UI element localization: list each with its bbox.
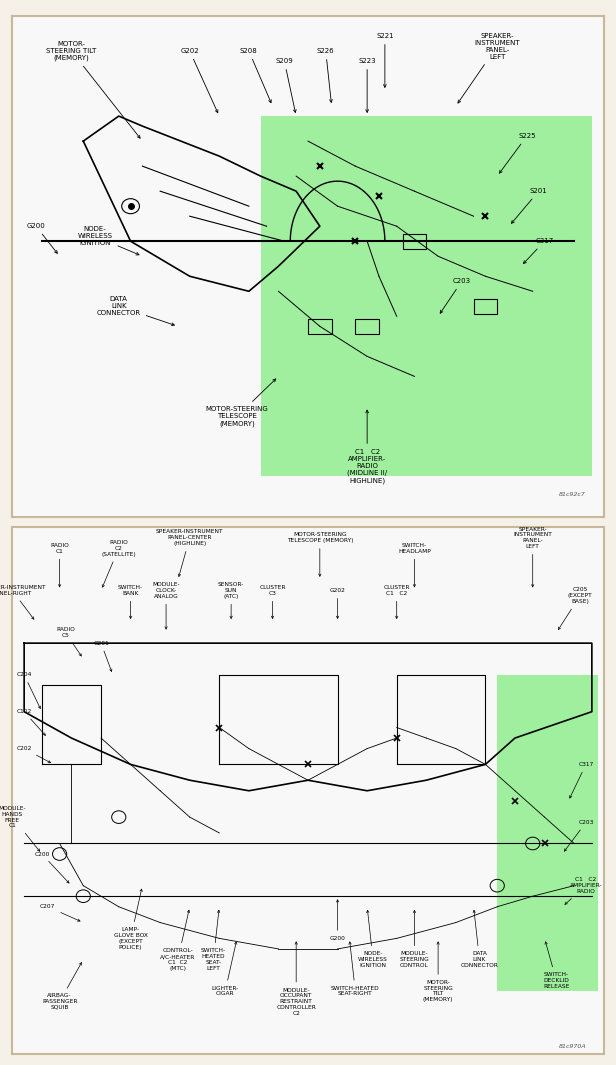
- Text: C202: C202: [17, 747, 51, 763]
- Text: LAMP-
GLOVE BOX
(EXCEPT
POLICE): LAMP- GLOVE BOX (EXCEPT POLICE): [114, 889, 147, 950]
- Text: MODULE-
OCCUPANT
RESTRAINT
CONTROLLER
C2: MODULE- OCCUPANT RESTRAINT CONTROLLER C2: [276, 941, 316, 1016]
- Text: G200: G200: [26, 224, 57, 253]
- Text: S226: S226: [317, 48, 334, 102]
- Bar: [355, 318, 379, 333]
- Text: C205
(EXCEPT
BASE): C205 (EXCEPT BASE): [558, 588, 593, 629]
- Text: G201: G201: [93, 641, 112, 671]
- Text: DATA
LINK
CONNECTOR: DATA LINK CONNECTOR: [461, 911, 498, 968]
- Text: SWITCH-
DECKLID
RELEASE: SWITCH- DECKLID RELEASE: [543, 941, 570, 988]
- Text: C207: C207: [40, 904, 80, 921]
- Text: CLUSTER
C3: CLUSTER C3: [259, 585, 286, 619]
- Text: S208: S208: [240, 48, 271, 102]
- Text: SENSOR-
SUN
(ATC): SENSOR- SUN (ATC): [218, 583, 245, 619]
- Text: NODE-
WIRELESS
IGNITION: NODE- WIRELESS IGNITION: [358, 911, 388, 968]
- Text: CLUSTER
C1   C2: CLUSTER C1 C2: [383, 585, 410, 619]
- Text: SPEAKER-
INSTRUMENT
PANEL-
LEFT: SPEAKER- INSTRUMENT PANEL- LEFT: [458, 33, 520, 103]
- Text: S223: S223: [359, 58, 376, 113]
- Text: DATA
LINK
CONNECTOR: DATA LINK CONNECTOR: [97, 296, 174, 326]
- Text: C200: C200: [34, 852, 69, 883]
- Bar: [497, 675, 598, 992]
- Text: MODULE-
STEERING
CONTROL: MODULE- STEERING CONTROL: [400, 911, 429, 968]
- Text: SWITCH-HEATED
SEAT-RIGHT: SWITCH-HEATED SEAT-RIGHT: [331, 941, 379, 997]
- Text: SPEAKER-INSTRUMENT
PANEL-CENTER
(HIGHLINE): SPEAKER-INSTRUMENT PANEL-CENTER (HIGHLIN…: [156, 529, 224, 576]
- Text: MOTOR-STEERING
TELESCOPE (MEMORY): MOTOR-STEERING TELESCOPE (MEMORY): [286, 532, 353, 576]
- Text: 81c970A: 81c970A: [558, 1044, 586, 1049]
- Bar: [474, 299, 497, 314]
- Text: SWITCH-
HEATED
SEAT-
LEFT: SWITCH- HEATED SEAT- LEFT: [201, 911, 226, 970]
- Text: RADIO
C5: RADIO C5: [56, 627, 81, 656]
- Text: C102: C102: [17, 709, 46, 736]
- Text: MODULE-
CLOCK-
ANALOG: MODULE- CLOCK- ANALOG: [152, 583, 180, 629]
- Bar: [308, 318, 331, 333]
- Text: SWITCH-
BANK: SWITCH- BANK: [118, 585, 143, 619]
- Text: STEERING COLUMN (LHD): STEERING COLUMN (LHD): [229, 541, 387, 552]
- Text: LIGHTER-
CIGAR: LIGHTER- CIGAR: [211, 941, 239, 997]
- Text: SPEAKER-
INSTRUMENT
PANEL-
LEFT: SPEAKER- INSTRUMENT PANEL- LEFT: [513, 526, 552, 587]
- Text: G200: G200: [330, 900, 346, 940]
- Bar: [403, 233, 426, 249]
- Text: NODE-
WIRELESS
IGNITION: NODE- WIRELESS IGNITION: [78, 226, 139, 255]
- Text: C317: C317: [570, 761, 594, 798]
- Text: AIRBAG-
PASSENGER
SQUIB: AIRBAG- PASSENGER SQUIB: [42, 963, 81, 1010]
- Text: C1   C2
AMPLIFIER-
RADIO
(MIDLINE II/
HIGHLINE): C1 C2 AMPLIFIER- RADIO (MIDLINE II/ HIGH…: [347, 410, 387, 484]
- Text: S221: S221: [376, 33, 394, 87]
- Text: MODULE-
HANDS
FREE
C1: MODULE- HANDS FREE C1: [0, 806, 39, 851]
- Text: G202: G202: [330, 588, 346, 619]
- Text: RADIO
C1: RADIO C1: [51, 543, 69, 587]
- Text: G202: G202: [180, 48, 218, 113]
- Text: MOTOR-
STEERING TILT
(MEMORY): MOTOR- STEERING TILT (MEMORY): [46, 40, 140, 138]
- Text: C203: C203: [564, 820, 594, 851]
- Text: S209: S209: [275, 58, 296, 113]
- Text: C203: C203: [440, 278, 471, 313]
- Text: SWITCH-
HEADLAMP: SWITCH- HEADLAMP: [398, 543, 431, 587]
- Text: CONTROL-
A/C-HEATER
C1  C2
(MTC): CONTROL- A/C-HEATER C1 C2 (MTC): [160, 911, 196, 970]
- Text: S225: S225: [500, 133, 535, 174]
- Text: C1   C2
AMPLIFIER-
RADIO: C1 C2 AMPLIFIER- RADIO: [565, 878, 602, 904]
- Text: C204: C204: [17, 672, 41, 708]
- Text: MOTOR-STEERING
TELESCOPE
(MEMORY): MOTOR-STEERING TELESCOPE (MEMORY): [206, 379, 276, 427]
- Text: MOTOR-
STEERING
TILT
(MEMORY): MOTOR- STEERING TILT (MEMORY): [423, 941, 453, 1002]
- Text: S201: S201: [511, 189, 548, 224]
- Text: C317: C317: [524, 239, 554, 263]
- Text: RADIO
C2
(SATELLITE): RADIO C2 (SATELLITE): [102, 540, 136, 587]
- Text: 81c92c7: 81c92c7: [559, 492, 586, 496]
- Text: SPEAKER-INSTRUMENT
PANEL-RIGHT: SPEAKER-INSTRUMENT PANEL-RIGHT: [0, 585, 46, 619]
- Bar: [261, 116, 592, 476]
